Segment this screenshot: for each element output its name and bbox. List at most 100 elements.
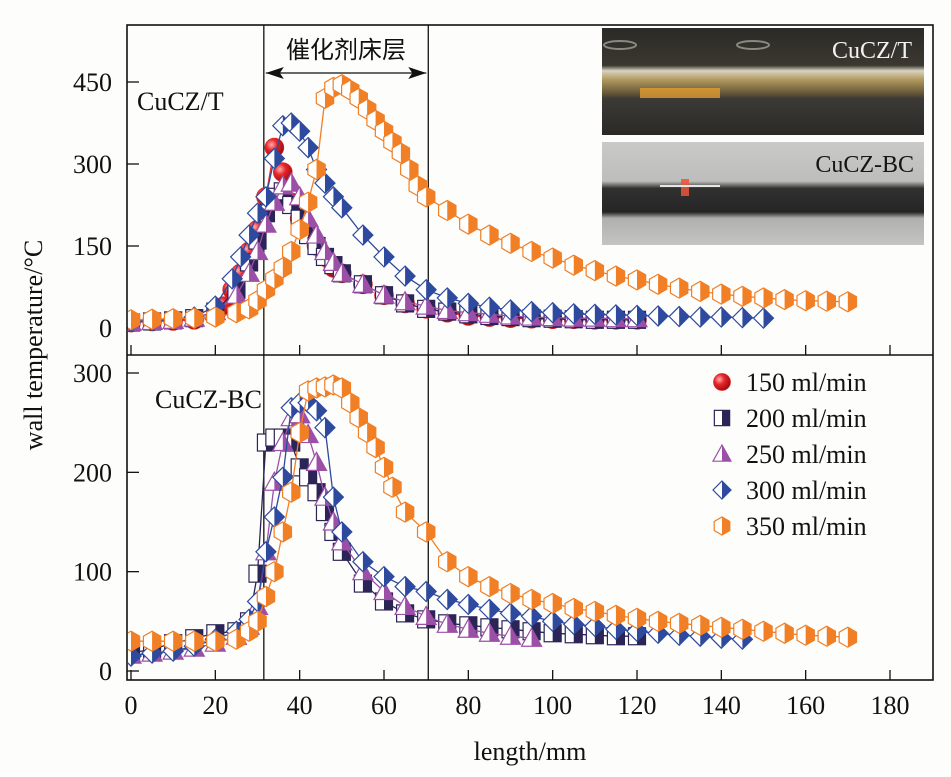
data-point	[713, 373, 731, 391]
legend-label: 200 ml/min	[746, 404, 867, 433]
photo-detail	[603, 40, 637, 50]
arrow-left-icon	[265, 67, 284, 79]
data-point	[710, 306, 733, 328]
data-point	[254, 212, 277, 233]
data-point	[229, 246, 252, 268]
y-tick-label: 450	[73, 68, 112, 97]
data-point	[775, 622, 794, 644]
data-point	[712, 616, 731, 638]
x-tick-label: 160	[786, 691, 825, 720]
data-point	[332, 377, 352, 399]
data-point	[817, 625, 837, 647]
data-point	[290, 218, 309, 241]
data-point	[383, 476, 402, 498]
data-point	[480, 224, 499, 246]
data-point	[436, 588, 459, 611]
data-point	[585, 259, 605, 282]
photo-glow	[640, 88, 720, 98]
data-point	[288, 120, 311, 143]
data-point	[415, 605, 438, 625]
data-point	[128, 630, 141, 652]
data-point	[669, 277, 689, 299]
legend-item: 250 ml/min	[711, 440, 867, 469]
data-point	[499, 299, 522, 321]
x-tick-label: 40	[287, 691, 313, 720]
y-axis-title: wall temperature/°C	[19, 240, 48, 450]
data-point	[713, 516, 731, 536]
data-point	[478, 598, 501, 621]
photo-cuczt	[602, 28, 924, 135]
data-point	[305, 399, 328, 422]
data-point	[457, 618, 480, 638]
data-point	[184, 307, 204, 329]
data-point	[564, 597, 584, 620]
data-point	[394, 575, 416, 598]
data-point	[142, 308, 162, 330]
data-point	[238, 224, 260, 246]
data-point	[522, 588, 541, 611]
x-tick-label: 80	[455, 691, 481, 720]
data-point	[668, 305, 691, 328]
data-point	[415, 278, 438, 301]
data-point	[543, 247, 562, 269]
data-point	[184, 630, 204, 652]
data-point	[330, 262, 353, 282]
data-point	[585, 600, 605, 623]
data-point	[271, 466, 294, 489]
y-tick-label: 100	[73, 558, 112, 587]
data-point	[391, 142, 411, 164]
data-point	[265, 560, 284, 583]
data-point	[246, 202, 269, 225]
data-point	[352, 550, 374, 573]
data-point	[256, 585, 276, 608]
data-point	[543, 592, 562, 615]
x-tick-label: 140	[702, 691, 741, 720]
data-point	[352, 224, 374, 246]
data-point	[298, 191, 318, 213]
data-point	[357, 421, 377, 444]
data-point	[349, 407, 368, 429]
legend-label: 300 ml/min	[746, 476, 867, 505]
data-point	[713, 409, 731, 427]
data-point	[520, 626, 543, 647]
data-point	[305, 223, 328, 244]
data-point	[281, 481, 301, 503]
legend-label: 150 ml/min	[746, 368, 867, 397]
data-point	[501, 232, 520, 254]
data-point	[562, 302, 585, 325]
data-point	[415, 294, 438, 315]
data-point	[314, 416, 336, 439]
data-point	[731, 306, 754, 329]
data-point	[838, 291, 858, 313]
data-point	[627, 269, 647, 291]
data-point	[583, 615, 606, 638]
panel-label-cuczbc: CuCZ-BC	[155, 385, 262, 414]
y-tick-label: 300	[73, 359, 112, 388]
data-point	[322, 486, 345, 509]
data-point	[648, 610, 668, 633]
plot-frame	[126, 24, 934, 681]
series-top-panel	[128, 74, 858, 333]
legend-item: 150 ml/min	[713, 368, 867, 397]
x-tick-label: 20	[202, 691, 228, 720]
data-point	[305, 451, 328, 471]
data-point	[499, 624, 522, 645]
series-350-ml-min	[128, 74, 858, 331]
series-350-ml-min	[128, 374, 858, 652]
data-point	[297, 136, 319, 159]
data-point	[520, 300, 543, 323]
photo-label-cuczbc: CuCZ-BC	[815, 152, 914, 178]
data-point	[437, 551, 457, 573]
y-axis-bottom: 0 100 200 300	[73, 359, 139, 686]
data-point	[373, 246, 395, 268]
legend-item: 350 ml/min	[713, 512, 867, 541]
data-point	[564, 254, 584, 276]
data-point	[341, 392, 360, 414]
data-point	[416, 521, 436, 543]
data-point	[712, 283, 731, 305]
data-point	[520, 605, 543, 628]
data-point	[163, 308, 183, 330]
data-point	[273, 257, 293, 279]
photo-cuczbc	[602, 142, 924, 245]
data-point	[583, 303, 606, 326]
